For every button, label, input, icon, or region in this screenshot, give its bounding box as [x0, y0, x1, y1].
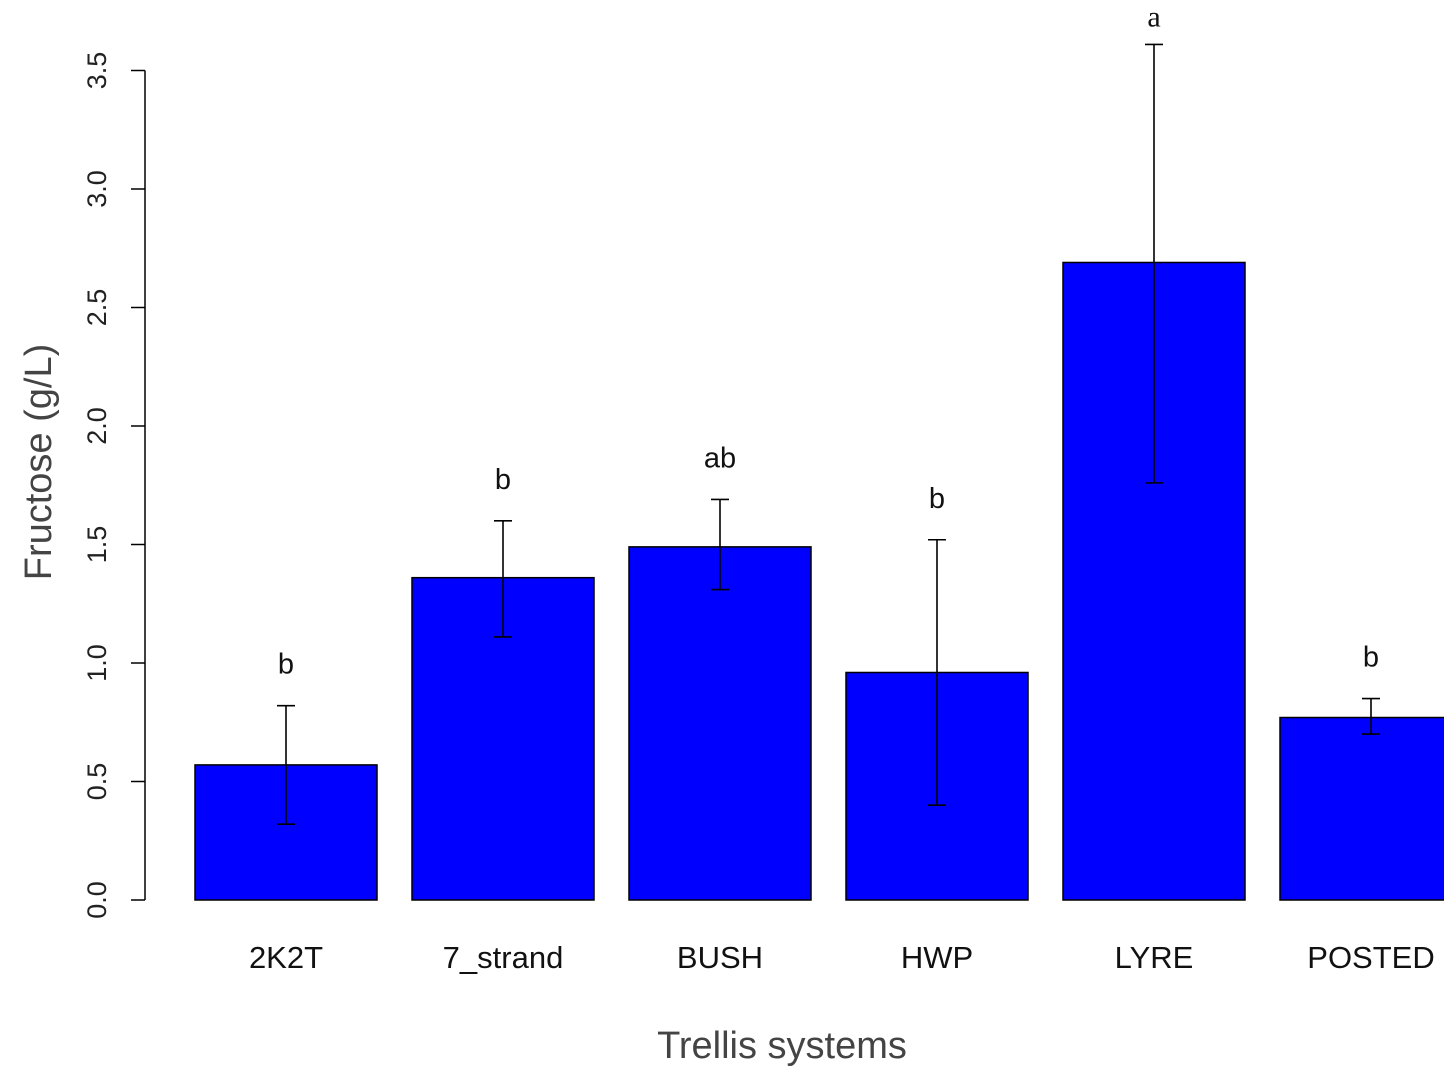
error-bar	[711, 498, 729, 591]
error-bar	[277, 704, 295, 825]
y-tick-label: 1.0	[82, 644, 112, 682]
y-tick-label: 2.5	[82, 289, 112, 327]
x-tick-label: BUSH	[677, 940, 763, 975]
y-tick-label: 0.5	[82, 763, 112, 801]
error-bar	[1145, 43, 1163, 484]
y-axis-title: Fructose (g/L)	[18, 344, 60, 581]
x-axis-labels: 2K2T 7_strand BUSH HWP LYRE POSTED	[249, 940, 1435, 975]
bar-posted	[1279, 716, 1444, 901]
bar-bush	[628, 546, 812, 901]
y-axis: 0.0 0.5 1.0 1.5 2.0 2.5 3.0 3.5	[82, 52, 146, 919]
bars	[194, 261, 1444, 901]
significance-label: b	[495, 464, 511, 496]
y-tick-label: 0.0	[82, 881, 112, 919]
error-bar	[1362, 697, 1380, 735]
error-bars	[277, 43, 1380, 825]
significance-label: b	[1363, 642, 1379, 674]
y-tick-label: 3.0	[82, 170, 112, 208]
x-tick-label: 7_strand	[443, 940, 564, 975]
x-tick-label: HWP	[901, 940, 973, 975]
y-tick-label: 1.5	[82, 526, 112, 564]
significance-label: ab	[704, 442, 736, 474]
significance-label: b	[929, 483, 945, 515]
y-tick-label: 3.5	[82, 52, 112, 90]
significance-label: b	[278, 649, 294, 681]
error-bar	[494, 519, 512, 638]
x-tick-label: POSTED	[1307, 940, 1434, 975]
y-tick-label: 2.0	[82, 407, 112, 445]
error-bar	[928, 538, 946, 807]
significance-label: a	[1147, 0, 1160, 33]
x-tick-label: LYRE	[1115, 940, 1194, 975]
x-axis-title: Trellis systems	[657, 1025, 907, 1067]
x-tick-label: 2K2T	[249, 940, 323, 975]
